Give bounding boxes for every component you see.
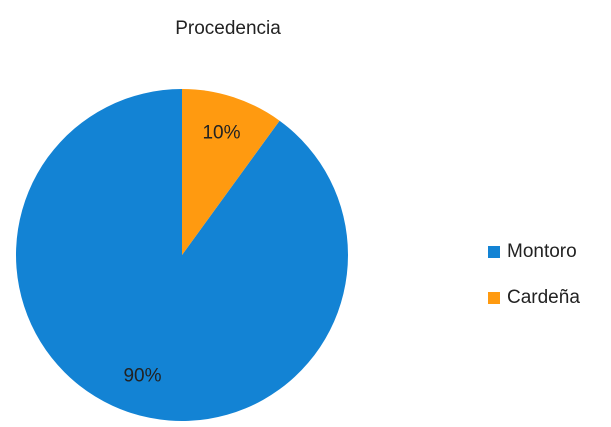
data-label: 10%	[202, 122, 240, 143]
legend-label: Montoro	[507, 241, 577, 262]
pie-slice	[182, 89, 280, 255]
data-label: 90%	[123, 366, 161, 387]
chart-title: Procedencia	[175, 18, 281, 39]
legend-swatch	[488, 246, 500, 258]
legend-swatch	[488, 292, 500, 304]
legend-label: Cardeña	[507, 287, 580, 308]
